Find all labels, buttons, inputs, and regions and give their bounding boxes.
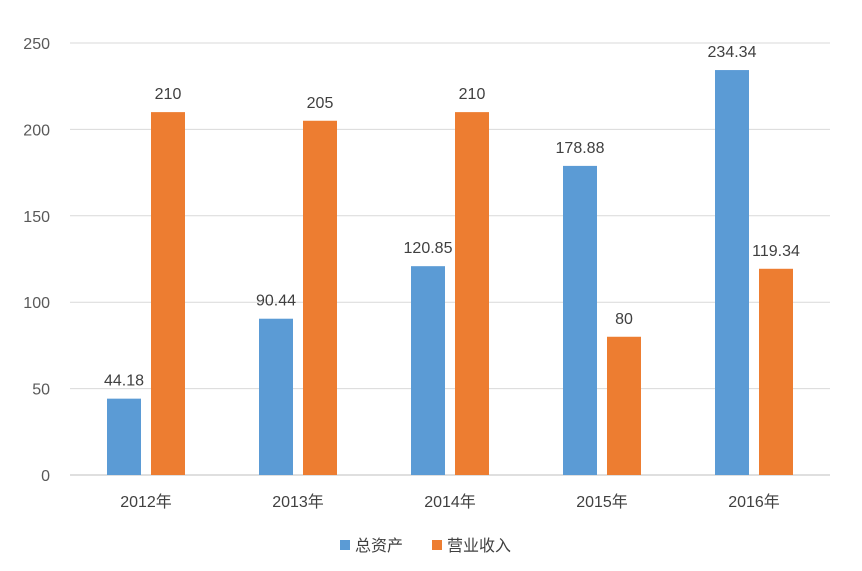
legend: 总资产 营业收入 xyxy=(340,537,511,555)
bar-revenue xyxy=(151,112,185,476)
bar-revenue xyxy=(607,336,641,475)
legend-label: 总资产 xyxy=(355,537,403,555)
legend-item: 总资产 xyxy=(340,537,403,555)
legend-label: 营业收入 xyxy=(447,537,511,555)
bar-revenue xyxy=(759,268,793,475)
y-tick-label: 250 xyxy=(23,36,50,53)
bar-total-assets xyxy=(411,266,445,475)
bar-total-assets xyxy=(715,70,749,475)
y-tick-label: 100 xyxy=(23,295,50,312)
bar-revenue xyxy=(455,112,489,476)
gridlines xyxy=(70,42,830,476)
data-label: 44.18 xyxy=(104,373,144,390)
data-label: 178.88 xyxy=(556,140,605,157)
x-axis: 2012年 2013年 2014年 2015年 2016年 xyxy=(120,493,780,511)
data-labels: 44.18 210 90.44 205 120.85 210 178.88 80 234.34 1… xyxy=(104,44,800,390)
bars xyxy=(107,70,793,476)
bar-total-assets xyxy=(107,398,141,475)
y-axis: 0 50 100 150 200 250 xyxy=(23,36,50,485)
x-tick-label: 2013年 xyxy=(272,493,324,511)
legend-swatch xyxy=(340,540,350,550)
y-tick-label: 150 xyxy=(23,209,50,226)
data-label: 234.34 xyxy=(708,44,757,61)
bar-total-assets xyxy=(563,165,597,475)
data-label: 210 xyxy=(459,86,486,103)
legend-item: 营业收入 xyxy=(432,537,511,555)
data-label: 80 xyxy=(615,311,633,328)
x-tick-label: 2015年 xyxy=(576,493,628,511)
data-label: 90.44 xyxy=(256,293,296,310)
data-label: 120.85 xyxy=(404,240,453,257)
x-tick-label: 2012年 xyxy=(120,493,172,511)
legend-swatch xyxy=(432,540,442,550)
x-tick-label: 2016年 xyxy=(728,493,780,511)
data-label: 210 xyxy=(155,86,182,103)
y-tick-label: 50 xyxy=(32,382,50,399)
data-label: 119.34 xyxy=(752,243,800,260)
x-tick-label: 2014年 xyxy=(424,493,476,511)
y-tick-label: 200 xyxy=(23,122,50,139)
data-label: 205 xyxy=(307,95,334,112)
y-tick-label: 0 xyxy=(41,468,50,485)
bar-revenue xyxy=(303,120,337,475)
bar-total-assets xyxy=(259,318,293,475)
